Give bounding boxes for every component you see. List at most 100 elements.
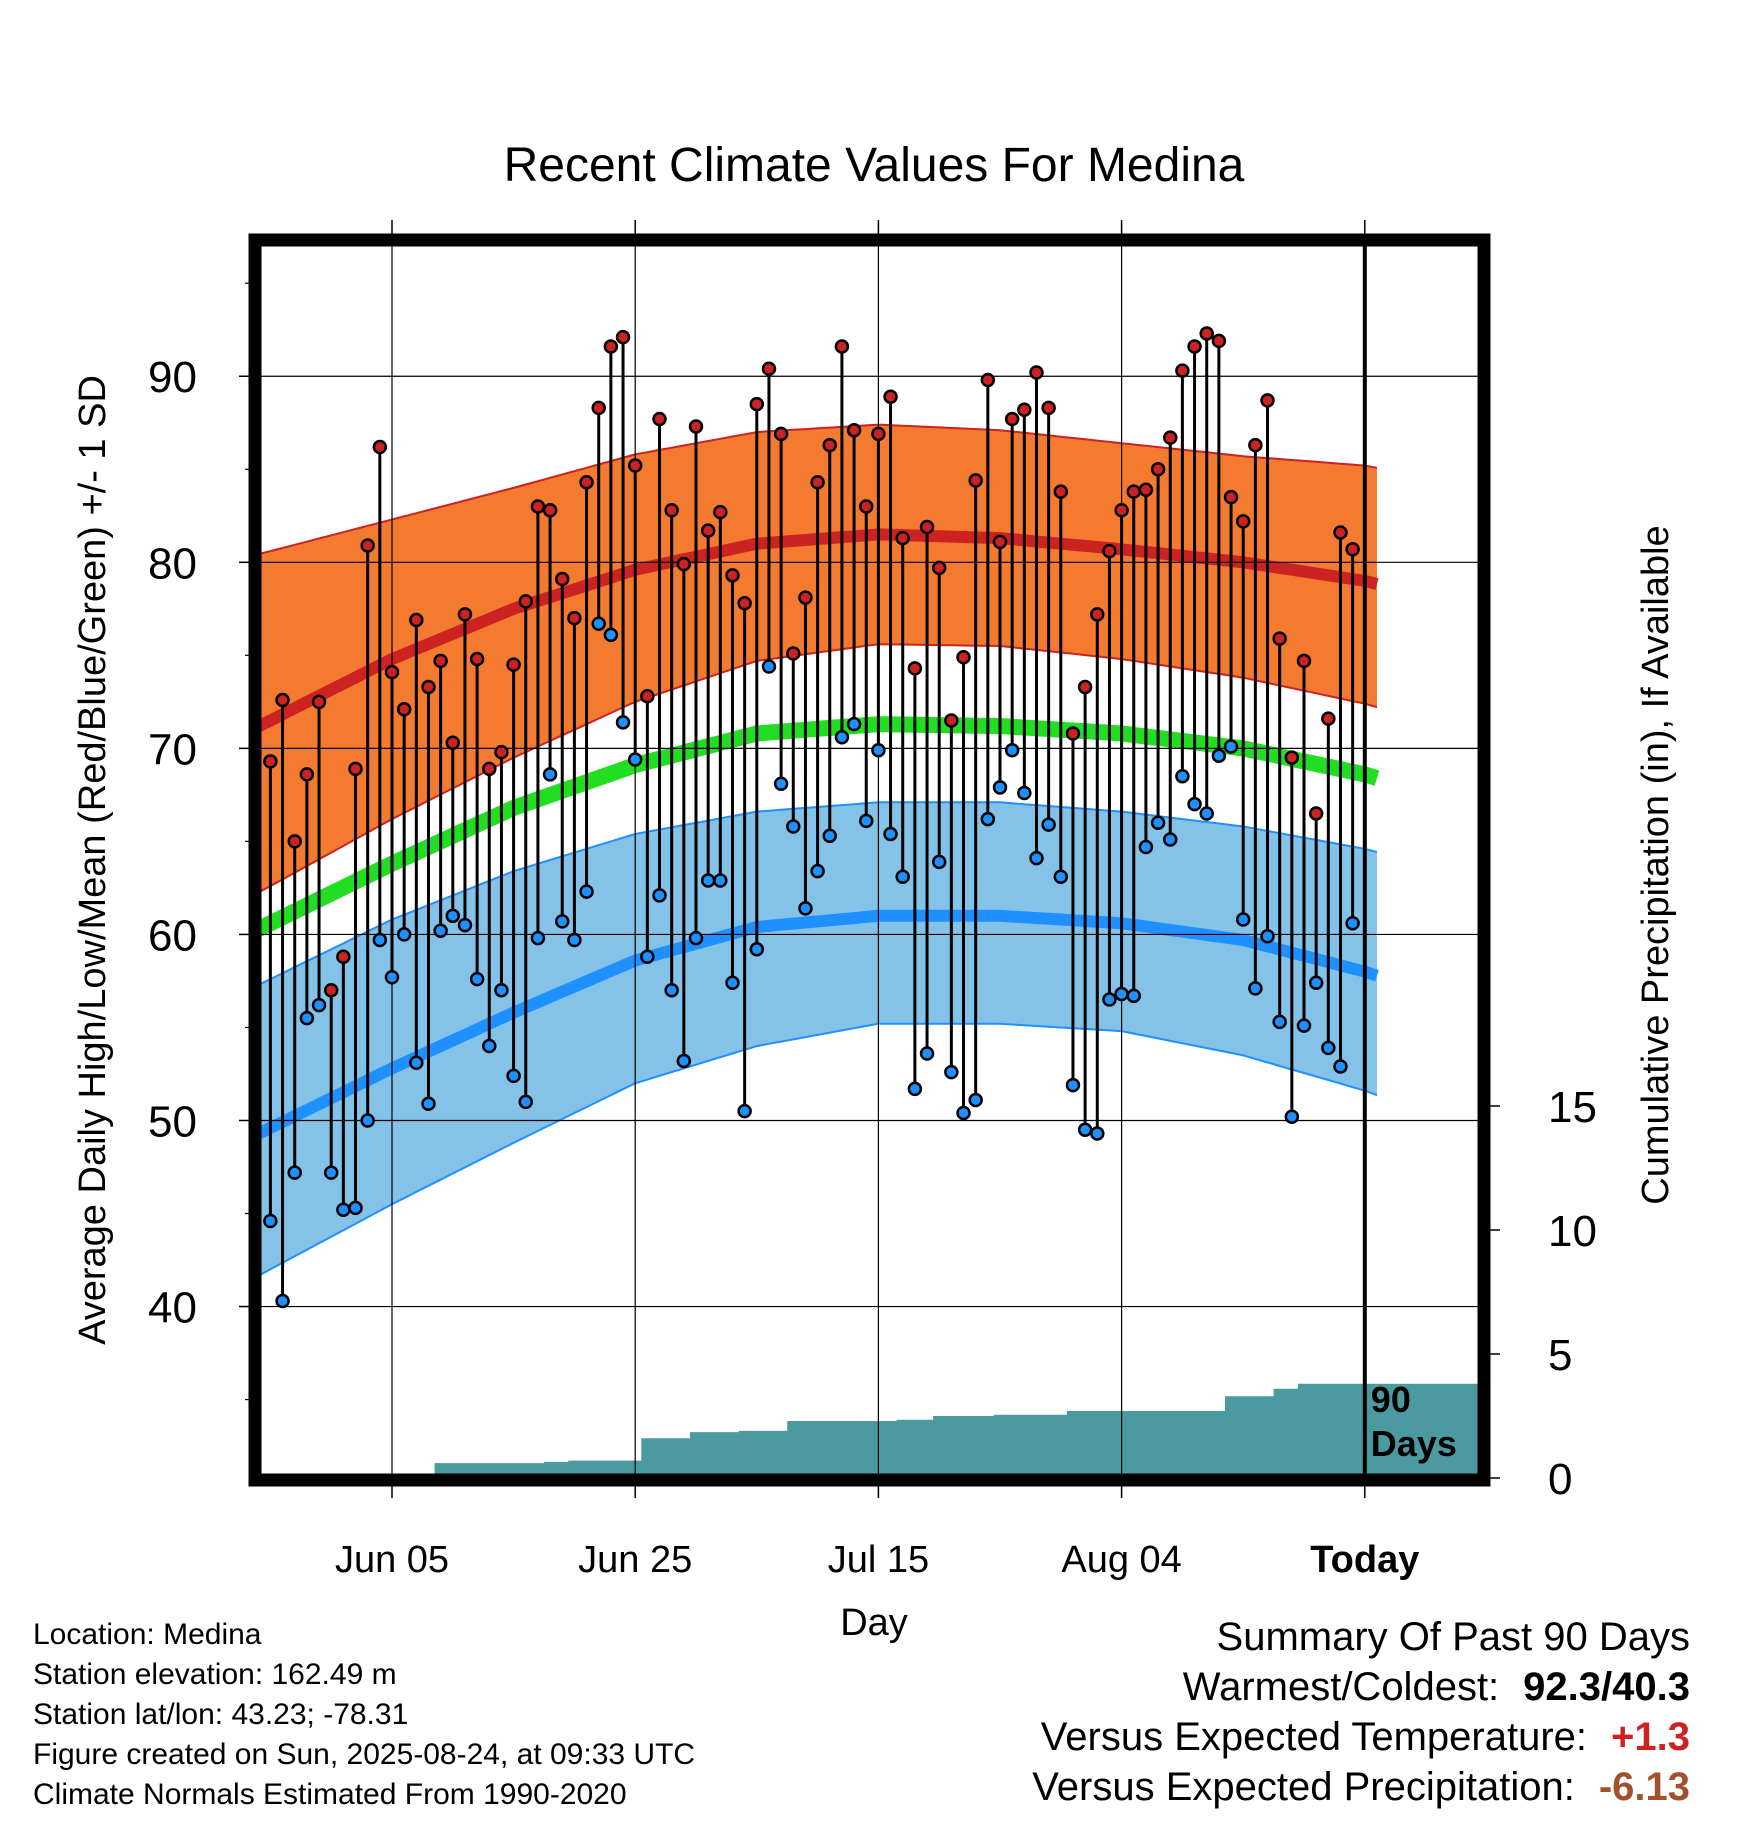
daily-high-point [810, 475, 825, 490]
y2-tick-label: 5 [1548, 1331, 1572, 1380]
plot-interior [261, 246, 1478, 1474]
daily-high-point [1175, 363, 1190, 378]
y-tick-label: 40 [148, 1284, 197, 1333]
daily-low-point [895, 869, 910, 884]
warmest-coldest-label: Warmest/Coldest: [1182, 1665, 1500, 1709]
daily-high-point [798, 590, 813, 605]
daily-high-point [919, 519, 935, 535]
y-tick-label: 80 [148, 539, 197, 588]
daily-low-point [1211, 748, 1227, 764]
daily-high-point [1150, 462, 1166, 477]
x-tick-label: Aug 04 [1061, 1539, 1181, 1581]
axes: 40 50 60 70 80 90 0 5 10 15 Jun 05 Jun 25 Jul 15 Aug … [148, 220, 1597, 1581]
daily-low-point [822, 828, 838, 844]
x-tick-label: Jun 25 [578, 1539, 692, 1581]
daily-low-point [591, 616, 606, 631]
daily-low-point [287, 1165, 302, 1180]
daily-low-point [396, 927, 412, 942]
daily-low-point [1126, 988, 1142, 1004]
high-normal-line [261, 528, 1379, 732]
daily-low-point [688, 930, 704, 946]
daily-low-point [871, 742, 886, 758]
daily-low-point [652, 888, 667, 903]
daily-high-point [968, 473, 983, 488]
low-sd-band [261, 802, 1377, 1275]
daily-high-point [1345, 542, 1360, 557]
daily-low-point [506, 1068, 521, 1084]
daily-low-point [372, 932, 388, 948]
daily-low-point [956, 1105, 971, 1121]
daily-high-point [311, 694, 327, 710]
temp-departure-value: +1.3 [1611, 1715, 1690, 1759]
daily-high-point [554, 571, 570, 587]
daily-high-point [992, 534, 1008, 550]
daily-low-point [579, 884, 594, 899]
y2-axis-label: Cumulative Precipitation (in), If Availa… [1635, 525, 1677, 1204]
daily-high-point [822, 437, 838, 453]
daily-high-point [336, 949, 351, 965]
daily-low-point [834, 729, 850, 745]
x-tick-label: Jun 05 [335, 1539, 449, 1581]
daily-low-point [1223, 739, 1239, 754]
daily-high-point [883, 389, 898, 404]
created-text: Figure created on Sun, 2025-08-24, at 09… [33, 1738, 696, 1771]
daily-low-point [1308, 975, 1324, 991]
daily-high-point [858, 499, 874, 514]
daily-low-point [1296, 1018, 1312, 1033]
low-normal-line [261, 909, 1379, 1140]
daily-low-point [627, 752, 643, 767]
daily-low-point [530, 930, 546, 946]
x-axis-label: Day [840, 1602, 908, 1644]
daily-high-point [1102, 543, 1117, 559]
daily-low-point [846, 716, 862, 732]
y-tick-label: 90 [148, 353, 197, 402]
daily-high-point [1090, 607, 1105, 622]
daily-high-point [1053, 484, 1069, 499]
daily-low-point [1321, 1040, 1336, 1056]
daily-low-point [1162, 832, 1178, 847]
daily-high-point [494, 744, 509, 760]
summary-panel: Summary Of Past 90 Days Warmest/Coldest:… [1032, 1612, 1690, 1812]
daily-low-point [919, 1046, 935, 1061]
daily-high-point [1041, 400, 1056, 416]
daily-low-point [883, 826, 898, 842]
y2-tick-label: 10 [1548, 1207, 1597, 1256]
daily-low-point [323, 1165, 339, 1180]
daily-low-point [1235, 912, 1251, 927]
daily-high-point [1308, 806, 1324, 821]
daily-low-point [968, 1092, 983, 1108]
daily-high-point [1333, 525, 1348, 540]
daily-low-point [980, 811, 996, 827]
daily-high-point [1272, 631, 1287, 646]
daily-high-point [469, 651, 485, 667]
daily-low-point [1090, 1126, 1105, 1141]
daily-low-point [457, 917, 473, 933]
plot-frame [248, 233, 1491, 1487]
daily-high-point [433, 653, 448, 669]
daily-high-point [482, 761, 497, 777]
daily-high-point [846, 422, 862, 438]
daily-low-point [384, 969, 400, 985]
daily-low-point [336, 1202, 351, 1218]
daily-low-point [1199, 806, 1214, 821]
daily-low-point [360, 1113, 375, 1128]
daily-high-point [1199, 326, 1214, 341]
daily-high-point [396, 702, 412, 717]
daily-low-point [786, 819, 801, 834]
daily-low-point [518, 1094, 534, 1110]
daily-high-point [287, 834, 302, 849]
daily-low-point [615, 715, 631, 730]
daily-high-point [761, 361, 777, 377]
daily-high-point [1211, 333, 1227, 349]
daily-high-point [725, 568, 740, 583]
daily-low-point [1053, 869, 1069, 884]
daily-low-point [1029, 850, 1044, 866]
daily-low-point [810, 863, 825, 879]
daily-high-point [567, 610, 582, 626]
daily-high-point [542, 502, 558, 518]
station-info: Location: Medina Station elevation: 162.… [33, 1615, 695, 1815]
daily-high-point [372, 439, 388, 455]
daily-low-point [1345, 916, 1360, 931]
daily-high-point [1284, 750, 1300, 765]
